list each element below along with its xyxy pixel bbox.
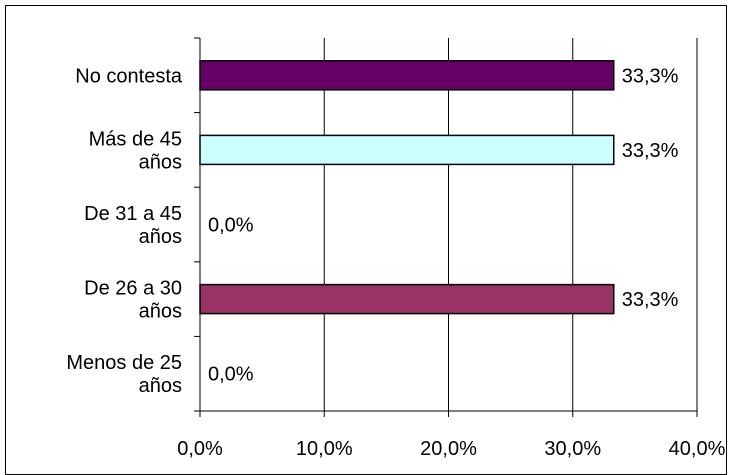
data-label: 33,3% xyxy=(622,289,679,311)
category-label-line: años xyxy=(139,375,182,397)
category-label-line: De 31 a 45 xyxy=(84,203,182,225)
category-label: De 26 a 30 años xyxy=(84,278,182,323)
data-label: 0,0% xyxy=(208,215,254,237)
category-label-line: Menos de 25 xyxy=(66,352,182,374)
category-label-line: De 26 a 30 xyxy=(84,278,182,300)
category-label: Menos de 25 años xyxy=(66,352,182,397)
bar-chart: 0,0% 10,0% 20,0% 30,0% 40,0% 33,3% No contesta… xyxy=(66,37,726,460)
category-label-line: años xyxy=(139,301,182,323)
bar xyxy=(199,283,615,315)
data-label: 0,0% xyxy=(208,364,254,386)
category-label: No contesta xyxy=(75,65,183,87)
category-label-line: años xyxy=(139,151,182,173)
x-tick-label: 0,0% xyxy=(177,438,223,460)
bar xyxy=(199,134,615,166)
category-label-line: Más de 45 xyxy=(89,128,182,150)
category-label-line: años xyxy=(139,226,182,248)
category-label-line: No contesta xyxy=(75,65,183,87)
category-label: Más de 45 años xyxy=(89,128,182,173)
data-label: 33,3% xyxy=(622,65,679,87)
x-tick-label: 40,0% xyxy=(669,438,726,460)
x-tick-label: 20,0% xyxy=(420,438,477,460)
bar xyxy=(199,60,615,91)
x-tick-label: 30,0% xyxy=(544,438,601,460)
x-tick-label: 10,0% xyxy=(296,438,353,460)
data-label: 33,3% xyxy=(622,140,679,162)
category-label: De 31 a 45 años xyxy=(84,203,182,248)
